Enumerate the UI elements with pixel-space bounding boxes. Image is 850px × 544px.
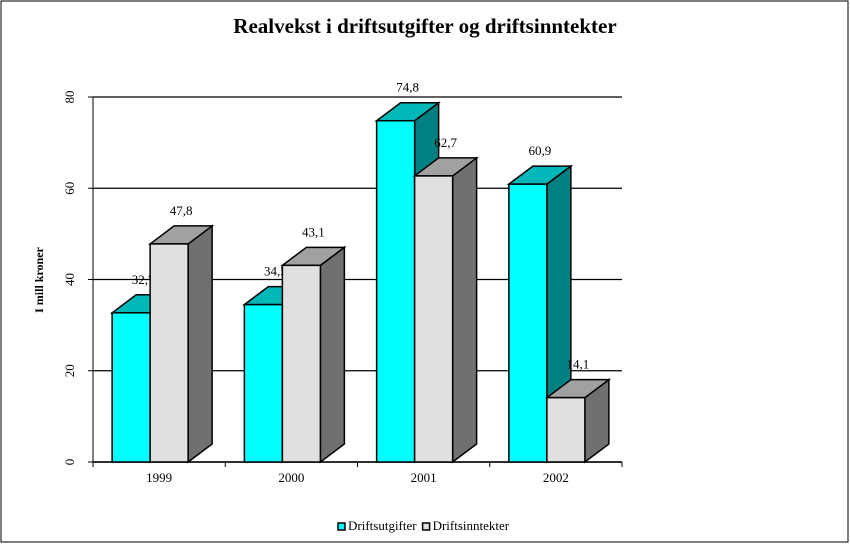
bar — [147, 224, 215, 464]
bar-side — [451, 156, 478, 464]
bar — [280, 245, 347, 464]
bar-front — [546, 396, 586, 463]
legend-label: Driftsinntekter — [433, 518, 510, 533]
value-label: 74,8 — [396, 80, 419, 95]
x-tick-label: 1999 — [146, 470, 172, 485]
value-label: 62,7 — [434, 135, 457, 150]
y-tick-label: 80 — [62, 91, 77, 104]
y-tick-label: 40 — [62, 273, 77, 286]
bar-front — [111, 312, 151, 463]
bar-front — [243, 303, 284, 463]
y-axis-label: I mill kroner — [32, 246, 46, 312]
value-label: 60,9 — [529, 143, 552, 158]
bar-side — [319, 245, 346, 464]
value-label: 47,8 — [170, 203, 193, 218]
y-tick-label: 60 — [62, 182, 77, 195]
bar-side — [187, 224, 213, 464]
value-label: 43,1 — [302, 224, 325, 239]
value-label: 32,7 — [132, 272, 155, 287]
bar-front — [413, 175, 454, 463]
y-tick-label: 0 — [62, 459, 77, 466]
y-tick-label: 20 — [62, 364, 77, 377]
x-tick-label: 2001 — [411, 470, 437, 485]
legend-swatch — [337, 522, 346, 531]
bar-front — [508, 183, 548, 463]
value-label: 34,5 — [264, 264, 287, 279]
chart-title: Realvekst i driftsutgifter og driftsinnt… — [233, 14, 616, 38]
legend-swatch — [421, 522, 431, 531]
bar — [544, 378, 612, 464]
x-tick-label: 2000 — [278, 470, 304, 485]
bar-front — [149, 243, 189, 463]
bar-front — [281, 264, 322, 463]
bar — [412, 156, 479, 464]
bar — [506, 164, 574, 464]
legend-label: Driftsutgifter — [348, 518, 417, 533]
x-tick-label: 2002 — [543, 470, 569, 485]
bar-front — [375, 119, 416, 463]
value-label: 14,1 — [567, 357, 590, 372]
